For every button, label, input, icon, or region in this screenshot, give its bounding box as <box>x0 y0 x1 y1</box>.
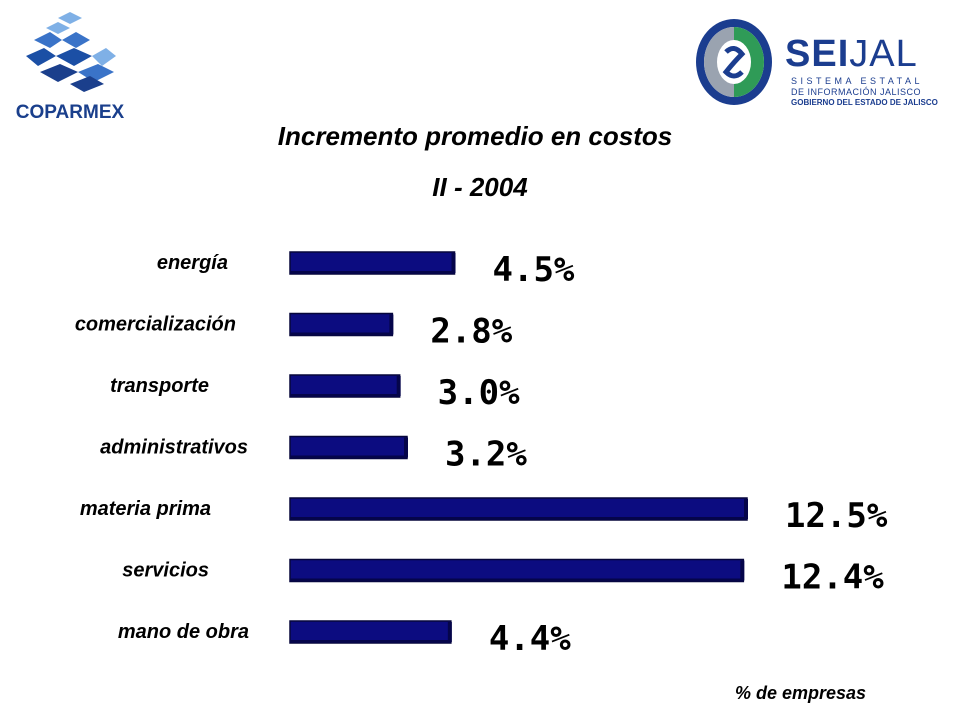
bar <box>289 620 452 644</box>
category-label: servicios <box>122 560 209 582</box>
value-label: 12.4% <box>781 558 884 598</box>
seijal-logo: SEIJAL SISTEMA ESTATAL DE INFORMACIÓN JA… <box>693 16 943 108</box>
seijal-subtitle-1: SISTEMA ESTATAL <box>791 76 924 86</box>
coparmex-emblem-icon <box>26 12 116 92</box>
category-label: comercialización <box>75 314 236 336</box>
unit-note: % de empresas <box>735 683 867 703</box>
value-label: 4.5% <box>493 250 575 290</box>
bar <box>289 497 748 521</box>
bar <box>289 251 456 275</box>
category-label: mano de obra <box>118 621 249 643</box>
bar <box>289 374 401 398</box>
seijal-wordmark: SEIJAL <box>785 34 918 74</box>
bar <box>289 435 408 460</box>
value-label: 3.2% <box>445 435 527 475</box>
category-label: transporte <box>110 375 209 397</box>
category-label: energía <box>157 252 228 274</box>
category-label: materia prima <box>80 498 211 520</box>
bar <box>289 312 394 337</box>
value-label: 3.0% <box>438 373 520 413</box>
seijal-subtitle-2: DE INFORMACIÓN JALISCO <box>791 87 922 97</box>
coparmex-logo: COPARMEX <box>0 10 140 125</box>
value-label: 4.4% <box>489 619 571 659</box>
chart-title: Incremento promedio en costos <box>277 121 673 151</box>
value-label: 12.5% <box>785 496 888 536</box>
seijal-emblem-icon <box>696 19 772 105</box>
seijal-subtitle-3: GOBIERNO DEL ESTADO DE JALISCO <box>791 98 938 107</box>
value-label: 2.8% <box>430 312 512 352</box>
category-label: administrativos <box>100 437 248 459</box>
seijal-name-light: JAL <box>849 33 918 75</box>
bar <box>289 558 745 583</box>
coparmex-wordmark: COPARMEX <box>15 102 125 123</box>
chart-subtitle: II - 2004 <box>432 172 528 202</box>
seijal-name-strong: SEI <box>785 33 850 75</box>
